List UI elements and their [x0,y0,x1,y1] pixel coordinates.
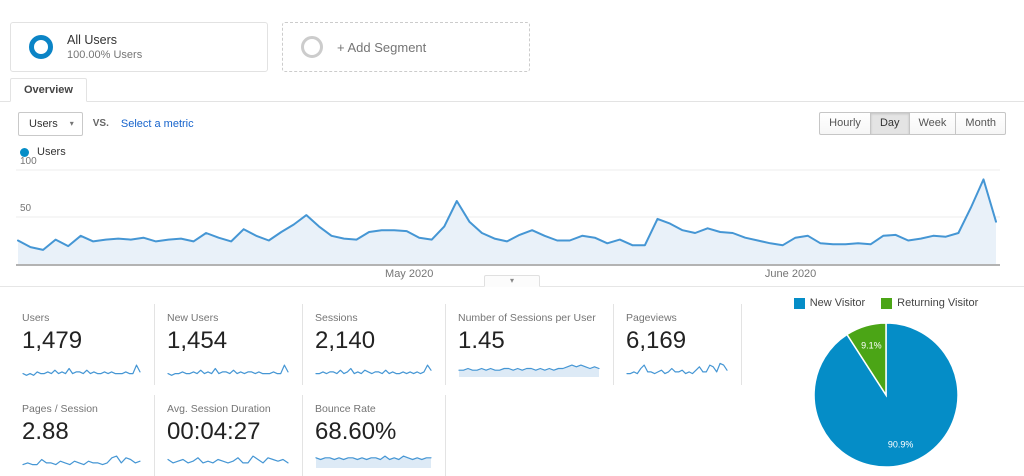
scorecard-sparkline [167,364,289,376]
granularity-day-button[interactable]: Day [870,112,910,135]
scorecard-sparkline [22,455,141,466]
segment-texts: All Users 100.00% Users [67,33,142,62]
add-segment-label: + Add Segment [337,39,427,55]
visitor-type-pie-chart: 90.9% 9.1% [813,322,959,468]
scorecard-sparkline [458,364,600,377]
scorecard-users[interactable]: Users 1,479 [10,304,155,385]
vs-label: VS. [92,118,109,129]
scorecard-sessions[interactable]: Sessions 2,140 [303,304,446,385]
scorecard-sparkline [626,362,728,375]
scorecard-number-of-sessions-per-user[interactable]: Number of Sessions per User 1.45 [446,304,614,385]
users-legend-dot-icon [20,147,29,157]
users-line-chart [16,169,1000,266]
granularity-week-button[interactable]: Week [909,112,957,135]
segment-bar: All Users 100.00% Users + Add Segment [0,0,1024,72]
legend-label: Returning Visitor [897,297,979,309]
segment-title: All Users [67,32,118,47]
legend-swatch-icon [881,297,893,309]
granularity-hourly-button[interactable]: Hourly [819,112,871,135]
scorecard-value: 00:04:27 [167,418,261,445]
content-row: Users 1,479 New Users 1,454 Sessions 2,140 Num… [0,297,1024,476]
scorecard-title: Users [22,312,50,324]
scorecard-sparkline [22,364,141,376]
scorecard-row: Pages / Session 2.88 Avg. Session Duration… [10,395,1024,476]
chart-collapse-handle[interactable]: ▾ [484,275,540,287]
segment-donut-icon [29,35,53,59]
metric-select-value: Users [29,117,58,130]
granularity-month-button[interactable]: Month [956,112,1006,135]
segment-all-users[interactable]: All Users 100.00% Users [10,22,268,72]
x-axis-month-label: June 2020 [764,268,817,280]
pie-legend-item-new-visitor[interactable]: New Visitor [793,297,866,309]
select-a-metric-link[interactable]: Select a metric [120,117,194,130]
collapse-caret-icon: ▾ [509,276,514,285]
scorecard-title: Bounce Rate [315,403,376,415]
legend-swatch-icon [793,297,805,309]
scorecard-value: 1.45 [458,327,505,354]
scorecard-value: 2,140 [315,327,376,354]
pie-slice-label: 90.9% [888,440,914,450]
visitor-type-block: New Visitor Returning Visitor 90.9% 9.1% [752,296,1020,470]
scorecard-avg-session-duration[interactable]: Avg. Session Duration 00:04:27 [155,395,303,476]
add-segment-donut-icon [301,36,323,58]
y-axis-tick-label: 50 [20,203,32,214]
add-segment-button[interactable]: + Add Segment [282,22,530,72]
y-axis-tick-label: 100 [20,156,37,167]
pie-legend: New Visitor Returning Visitor [752,296,1020,310]
pie-legend-item-returning-visitor[interactable]: Returning Visitor [881,297,978,309]
granularity-toggle: Hourly Day Week Month [819,112,1006,135]
legend-label: New Visitor [809,297,866,309]
scorecard-title: Pages / Session [22,403,98,415]
scorecard-value: 6,169 [626,327,687,354]
scorecard-title: New Users [167,312,219,324]
scorecard-value: 1,454 [167,327,228,354]
scorecard-pages-session[interactable]: Pages / Session 2.88 [10,395,155,476]
x-axis-month-label: May 2020 [385,268,434,280]
scorecard-sparkline [315,455,432,468]
scorecard-sparkline [167,455,289,464]
scorecard-title: Number of Sessions per User [458,312,596,324]
scorecard-pageviews[interactable]: Pageviews 6,169 [614,304,742,385]
users-legend-label: Users [37,146,66,158]
scorecard-bounce-rate[interactable]: Bounce Rate 68.60% [303,395,446,476]
scorecard-sparkline [315,364,432,375]
scorecards: Users 1,479 New Users 1,454 Sessions 2,140 Num… [0,304,1024,476]
pie-slice-returning-visitor[interactable] [845,322,887,398]
chart-legend: Users [0,136,1024,158]
scorecard-title: Avg. Session Duration [167,403,271,415]
pie-slice-label: 9.1% [861,340,882,350]
scorecard-title: Sessions [315,312,358,324]
scorecard-row: Users 1,479 New Users 1,454 Sessions 2,140 Num… [10,304,1024,385]
scorecard-value: 68.60% [315,418,397,445]
segment-subtitle: 100.00% Users [67,48,143,61]
metric-select-dropdown[interactable]: Users ▾ [18,111,83,136]
controls-row: Users ▾ VS. Select a metric Hourly Day Wee… [0,102,1024,136]
users-trend-chart-area: ▾ 50 100 May 2020 June 2020 [0,156,1024,294]
scorecard-title: Pageviews [626,312,677,324]
tab-overview[interactable]: Overview [10,78,87,102]
tab-row: Overview [0,78,1024,102]
scorecard-value: 1,479 [22,327,83,354]
scorecard-new-users[interactable]: New Users 1,454 [155,304,303,385]
scorecard-value: 2.88 [22,418,69,445]
chevron-down-icon: ▾ [69,119,74,128]
